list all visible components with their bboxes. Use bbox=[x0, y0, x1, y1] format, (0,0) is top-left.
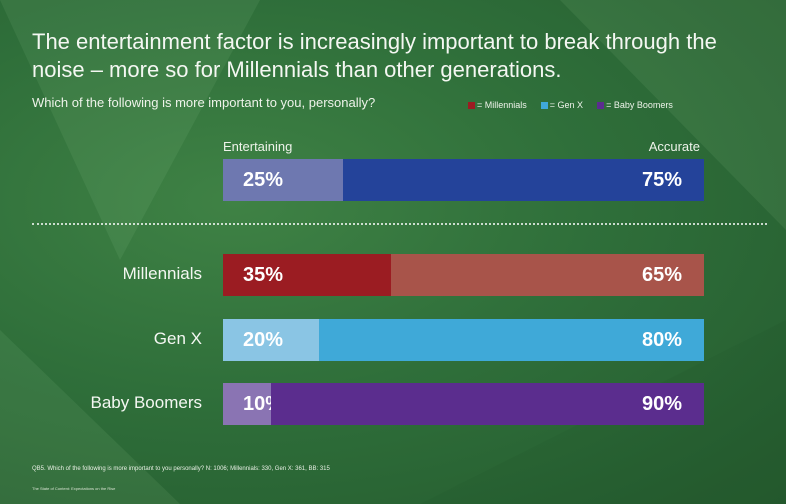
data-label-entertaining-gen-x: 20% bbox=[243, 328, 284, 351]
footnote: QB5. Which of the following is more impo… bbox=[32, 466, 330, 472]
legend: = Millennials = Gen X = Baby Boomers bbox=[468, 100, 673, 110]
bar-gen-x: 20% 80% bbox=[223, 319, 704, 361]
legend-item-baby-boomers: = Baby Boomers bbox=[597, 100, 673, 110]
legend-item-gen-x: = Gen X bbox=[540, 100, 584, 110]
column-label-entertaining: Entertaining bbox=[223, 139, 293, 154]
legend-label-millennials: = Millennials bbox=[477, 100, 527, 110]
column-label-accurate: Accurate bbox=[648, 139, 700, 154]
question-text: Which of the following is more important… bbox=[32, 95, 376, 110]
legend-label-baby-boomers: = Baby Boomers bbox=[606, 100, 673, 110]
bar-overall: 25% 75% bbox=[223, 159, 704, 201]
legend-label-gen-x: = Gen X bbox=[549, 100, 584, 110]
bar-segment-accurate-baby-boomers: 90% bbox=[271, 383, 704, 425]
bar-segment-accurate-overall: 75% bbox=[343, 159, 704, 201]
page-title: The entertainment factor is increasingly… bbox=[32, 29, 717, 82]
data-label-accurate-baby-boomers: 90% bbox=[641, 392, 682, 415]
bar-segment-accurate-millennials: 65% bbox=[391, 254, 704, 296]
dotted-divider bbox=[32, 223, 767, 225]
bar-segment-accurate-gen-x: 80% bbox=[319, 319, 704, 361]
data-label-accurate-overall: 75% bbox=[641, 168, 682, 191]
data-label-accurate-millennials: 65% bbox=[641, 263, 682, 286]
legend-item-millennials: = Millennials bbox=[468, 100, 527, 110]
bar-baby-boomers: 10% 90% bbox=[223, 383, 704, 425]
bar-label-gen-x: Gen X bbox=[153, 329, 202, 348]
bar-label-millennials: Millennials bbox=[122, 264, 202, 283]
bar-segment-entertaining-millennials: 35% bbox=[223, 254, 392, 296]
legend-swatch-gen-x bbox=[540, 101, 548, 109]
bar-segment-entertaining-gen-x: 20% bbox=[223, 319, 320, 361]
bar-label-baby-boomers: Baby Boomers bbox=[90, 393, 203, 412]
data-label-entertaining-millennials: 35% bbox=[243, 263, 284, 286]
data-label-entertaining-overall: 25% bbox=[243, 168, 284, 191]
bar-segment-entertaining-baby-boomers: 10% bbox=[223, 383, 283, 425]
legend-swatch-baby-boomers bbox=[597, 101, 605, 109]
legend-swatch-millennials bbox=[468, 101, 475, 109]
bar-millennials: 35% 65% bbox=[223, 254, 704, 296]
bar-segment-entertaining-overall: 25% bbox=[223, 159, 344, 201]
source-note: The State of Content: Expectations on th… bbox=[32, 486, 116, 491]
data-label-accurate-gen-x: 80% bbox=[641, 328, 682, 351]
